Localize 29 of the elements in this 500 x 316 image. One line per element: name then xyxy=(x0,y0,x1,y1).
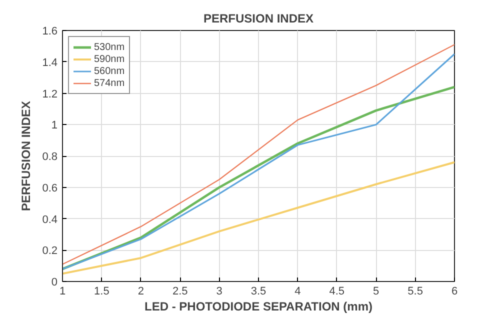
y-tick-label: 0 xyxy=(51,276,58,288)
x-tick-label: 4.5 xyxy=(329,286,345,298)
legend-label: 560nm xyxy=(94,65,125,77)
x-tick-label: 3 xyxy=(216,286,222,298)
y-tick-label: 1 xyxy=(51,120,58,132)
y-tick-label: 0.4 xyxy=(42,214,58,226)
y-tick-label: 0.8 xyxy=(42,151,58,163)
y-tick-label: 1.4 xyxy=(42,56,58,69)
chart-title: PERFUSION INDEX xyxy=(203,12,314,26)
x-tick-label: 1 xyxy=(59,286,66,298)
y-tick-label: 0.6 xyxy=(42,182,58,194)
x-tick-label: 5 xyxy=(373,286,380,298)
line-series xyxy=(62,161,454,275)
y-tick-label: 1.6 xyxy=(42,26,58,38)
legend-label: 574nm xyxy=(94,77,125,89)
legend-label: 530nm xyxy=(94,41,125,53)
x-tick-label: 5.5 xyxy=(408,286,423,298)
x-axis-title: LED - PHOTODIODE SEPARATION (mm) xyxy=(144,300,373,314)
legend-label: 590nm xyxy=(94,53,125,65)
x-tick-label: 1.5 xyxy=(94,286,110,298)
x-tick-label: 6 xyxy=(451,286,458,298)
x-tick-label: 2 xyxy=(138,286,144,298)
line-series xyxy=(62,86,454,270)
y-tick-label: 0.2 xyxy=(42,245,58,258)
x-tick-label: 3.5 xyxy=(250,286,266,298)
y-axis-title: PERFUSION INDEX xyxy=(19,100,34,212)
x-tick-label: 2.5 xyxy=(172,286,188,298)
x-tick-label: 4 xyxy=(294,286,301,298)
y-tick-label: 1.2 xyxy=(42,88,58,100)
